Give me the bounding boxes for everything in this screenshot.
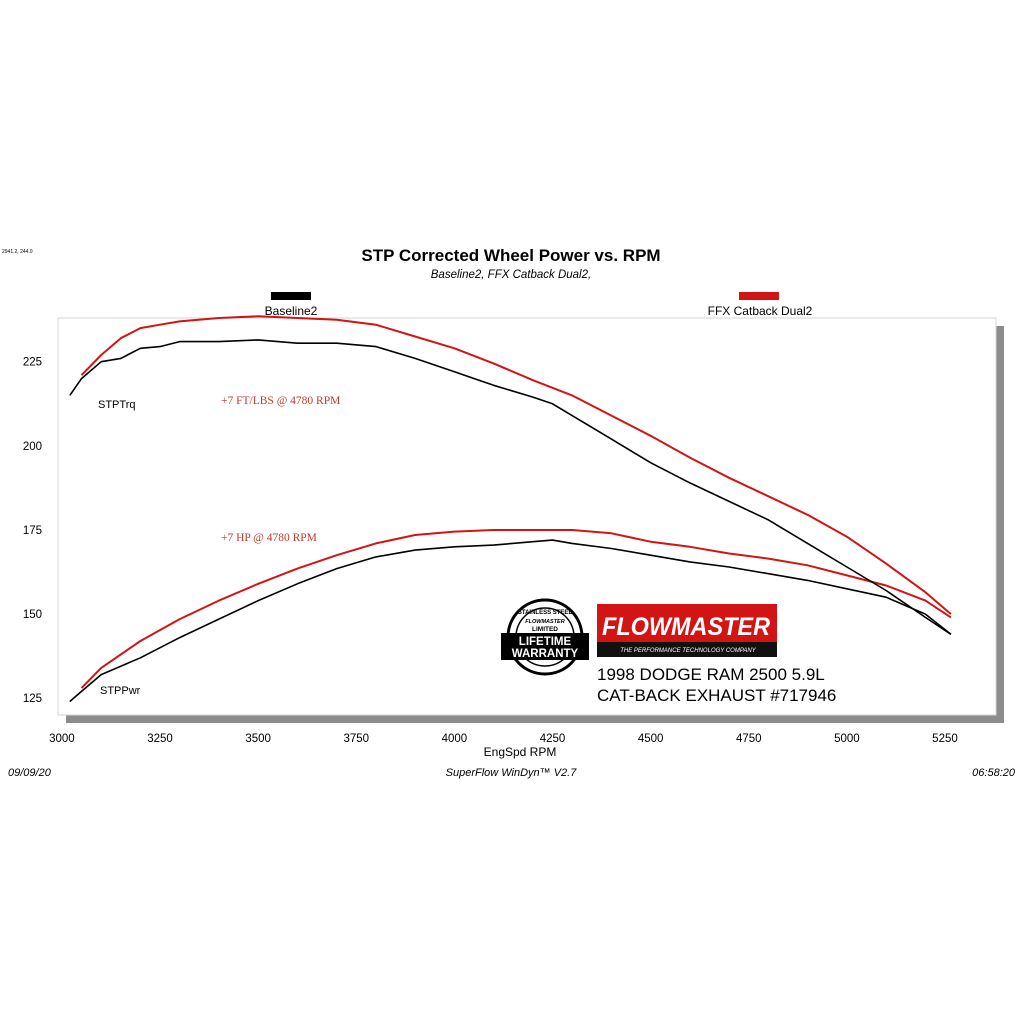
warranty-badge-line2: WARRANTY bbox=[512, 648, 579, 660]
legend-label-catback: FFX Catback Dual2 bbox=[708, 304, 813, 318]
y-axis-ticks: 125 150 175 200 225 bbox=[23, 357, 42, 705]
x-tick-label-5000: 5000 bbox=[834, 733, 860, 745]
series-baseline-stptrq bbox=[69, 339, 952, 635]
hp-gain-annotation: +7 HP @ 4780 RPM bbox=[221, 532, 317, 544]
x-tick-label-4000: 4000 bbox=[442, 733, 468, 745]
power-curve-label: STPPwr bbox=[100, 685, 141, 697]
x-tick-label-3000: 3000 bbox=[49, 733, 75, 745]
curves bbox=[69, 315, 952, 703]
y-tick-label-225: 225 bbox=[23, 357, 42, 369]
footer-time: 06:58:20 bbox=[972, 767, 1016, 779]
x-tick-label-3750: 3750 bbox=[343, 733, 369, 745]
flowmaster-logo-name: FLOWMASTER bbox=[602, 613, 770, 641]
torque-gain-annotation: +7 FT/LBS @ 4780 RPM bbox=[221, 395, 340, 407]
legend-swatch-catback bbox=[739, 292, 779, 300]
legend-swatch-baseline bbox=[271, 292, 311, 300]
y-tick-label-125: 125 bbox=[23, 693, 42, 705]
series-catback-stptrq bbox=[80, 315, 952, 615]
series-baseline-stppwr bbox=[69, 539, 952, 703]
flowmaster-logo-tagline: THE PERFORMANCE TECHNOLOGY COMPANY bbox=[620, 648, 756, 654]
x-axis-label: EngSpd RPM bbox=[484, 745, 557, 759]
warranty-badge-band bbox=[501, 633, 589, 660]
x-tick-label-4250: 4250 bbox=[540, 733, 566, 745]
warranty-badge-middle: LIMITED bbox=[532, 626, 558, 633]
vehicle-line-1: 1998 DODGE RAM 2500 5.9L bbox=[597, 665, 825, 684]
torque-curve-label: STPTrq bbox=[98, 399, 136, 411]
footer-date: 09/09/20 bbox=[8, 767, 52, 779]
x-tick-label-4500: 4500 bbox=[638, 733, 664, 745]
chart-title: STP Corrected Wheel Power vs. RPM bbox=[361, 246, 660, 265]
warranty-badge-top: STAINLESS STEEL bbox=[518, 610, 573, 616]
x-axis-ticks: 3000 3250 3500 3750 4000 4250 4500 4750 5000 5250 bbox=[49, 733, 958, 745]
flowmaster-logo-red bbox=[597, 604, 777, 642]
x-tick-label-3250: 3250 bbox=[147, 733, 173, 745]
series-catback-stppwr bbox=[80, 529, 952, 689]
y-tick-label-175: 175 bbox=[23, 525, 42, 537]
warranty-badge-brand: FLOWMASTER bbox=[525, 619, 564, 625]
corner-note: 2941.2, 244.0 bbox=[2, 249, 33, 255]
x-tick-label-5250: 5250 bbox=[932, 733, 958, 745]
chart-subtitle: Baseline2, FFX Catback Dual2, bbox=[431, 269, 591, 281]
x-tick-label-3500: 3500 bbox=[245, 733, 271, 745]
y-tick-label-200: 200 bbox=[23, 441, 42, 453]
warranty-badge: STAINLESS STEEL FLOWMASTER LIMITED LIFET… bbox=[501, 598, 589, 676]
footer-software: SuperFlow WinDyn™ V2.7 bbox=[446, 767, 578, 779]
legend-label-baseline: Baseline2 bbox=[265, 304, 318, 318]
y-tick-label-150: 150 bbox=[23, 609, 42, 621]
flowmaster-logo: FLOWMASTER THE PERFORMANCE TECHNOLOGY CO… bbox=[597, 604, 777, 657]
warranty-badge-line1: LIFETIME bbox=[519, 636, 572, 648]
vehicle-line-2: CAT-BACK EXHAUST #717946 bbox=[597, 686, 836, 705]
x-tick-label-4750: 4750 bbox=[736, 733, 762, 745]
